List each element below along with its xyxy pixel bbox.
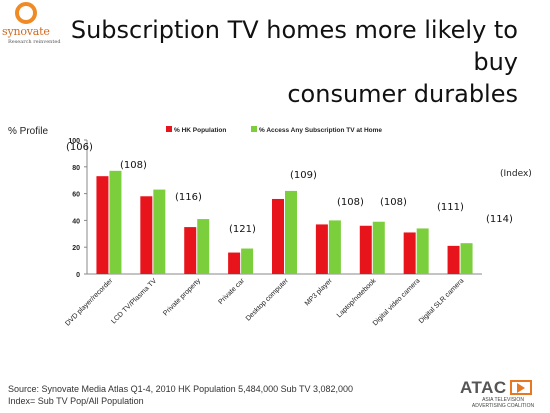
atac-bracket-icon bbox=[510, 380, 532, 395]
bar-hk-population bbox=[315, 224, 328, 274]
atac-subtitle-line2: ADVERTISING COALITION bbox=[471, 403, 535, 409]
bar-hk-population bbox=[140, 196, 153, 274]
index-label: (121) bbox=[229, 224, 256, 235]
synovate-logo: synovate Research reinvented bbox=[2, 2, 61, 54]
atac-subtitle: ASIA TELEVISION ADVERTISING COALITION bbox=[468, 397, 538, 409]
y-tick-label: 20 bbox=[72, 245, 80, 252]
x-tick-label: LCD TV/Plasma TV bbox=[110, 277, 158, 325]
bar-subscription-tv bbox=[372, 221, 385, 274]
x-tick-label: DVD player/recorder bbox=[64, 277, 115, 328]
bar-subscription-tv bbox=[197, 219, 210, 274]
bar-hk-population bbox=[359, 225, 372, 274]
atac-play-icon bbox=[517, 383, 525, 393]
index-label: (114) bbox=[486, 214, 513, 225]
index-label: (106) bbox=[66, 142, 93, 153]
legend-swatch bbox=[166, 126, 172, 132]
logo-name: synovate bbox=[2, 25, 50, 38]
bar-subscription-tv bbox=[285, 190, 297, 274]
x-tick-label: MP3 player bbox=[304, 277, 334, 307]
slide-title-line1: Subscription TV homes more likely to buy bbox=[70, 16, 518, 76]
slide-title: Subscription TV homes more likely to buy… bbox=[38, 14, 518, 110]
bar-hk-population bbox=[403, 232, 416, 274]
index-label: (108) bbox=[120, 160, 147, 171]
bar-subscription-tv bbox=[241, 248, 254, 274]
x-tick-label: Private property bbox=[162, 277, 202, 317]
bar-hk-population bbox=[447, 245, 460, 274]
legend-label: % Access Any Subscription TV at Home bbox=[259, 127, 382, 134]
logo-ring-icon bbox=[15, 2, 37, 24]
y-tick-label: 80 bbox=[72, 165, 80, 172]
bar-subscription-tv bbox=[153, 189, 166, 274]
index-label: (111) bbox=[437, 202, 464, 213]
index-label: (108) bbox=[337, 197, 364, 208]
footer-source: Source: Synovate Media Atlas Q1-4, 2010 … bbox=[8, 384, 354, 394]
bar-subscription-tv bbox=[416, 228, 429, 274]
y-tick-label: 40 bbox=[72, 218, 80, 225]
y-tick-label: 100 bbox=[68, 138, 80, 145]
legend-label: % HK Population bbox=[174, 127, 226, 134]
x-tick-label: Desktop computer bbox=[245, 277, 291, 323]
x-tick-label: Digital SLR camera bbox=[418, 277, 466, 325]
x-tick-label: Laptop/notebook bbox=[336, 277, 378, 319]
legend-swatch bbox=[251, 126, 257, 132]
y-axis-label: % Profile bbox=[8, 126, 48, 137]
atac-logo: ATAC ASIA TELEVISION ADVERTISING COALITI… bbox=[452, 378, 547, 412]
footer: Source: Synovate Media Atlas Q1-4, 2010 … bbox=[8, 383, 353, 407]
logo-tagline: Research reinvented bbox=[8, 39, 61, 45]
bar-hk-population bbox=[272, 198, 284, 274]
index-label: (108) bbox=[380, 197, 407, 208]
y-tick-label: 0 bbox=[76, 272, 80, 279]
slide-title-line2: consumer durables bbox=[287, 80, 518, 108]
index-label: (116) bbox=[175, 192, 202, 203]
bar-hk-population bbox=[96, 176, 109, 274]
x-tick-label: Digital video camera bbox=[372, 277, 422, 327]
x-tick-label: Private car bbox=[217, 277, 246, 306]
bar-subscription-tv bbox=[328, 220, 341, 274]
index-header: (Index) bbox=[500, 169, 532, 179]
index-label: (109) bbox=[290, 170, 317, 181]
bar-subscription-tv bbox=[460, 243, 473, 274]
bar-chart: % Profile 0 20 40 60 80 100 % HK Population % Ac… bbox=[8, 126, 532, 328]
atac-subtitle-line1: ASIA TELEVISION bbox=[482, 397, 524, 403]
bar-hk-population bbox=[184, 227, 197, 274]
bar-subscription-tv bbox=[109, 170, 122, 274]
atac-wordmark: ATAC bbox=[460, 378, 507, 397]
bar-hk-population bbox=[228, 252, 241, 274]
footer-index-note: Index= Sub TV Pop/All Population bbox=[8, 396, 144, 406]
y-tick-label: 60 bbox=[72, 192, 80, 199]
